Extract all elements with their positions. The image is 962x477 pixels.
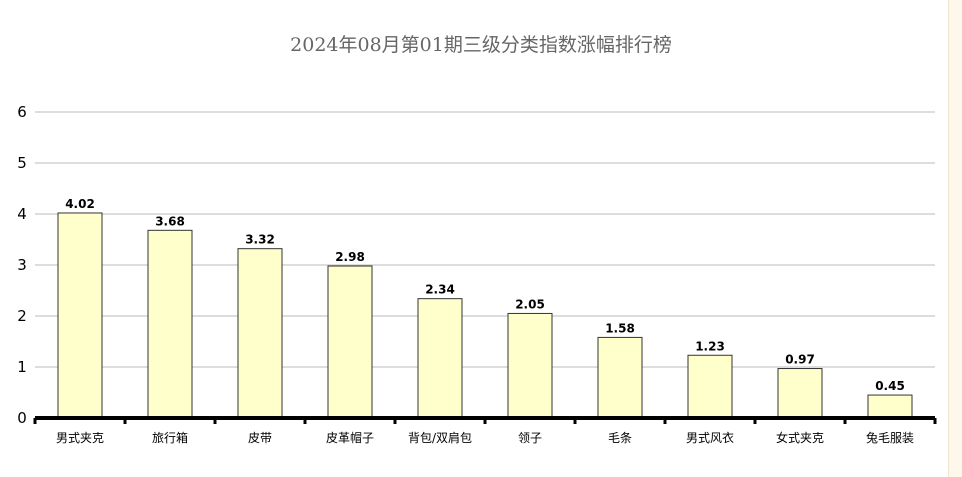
data-label: 4.02: [65, 197, 95, 211]
data-label: 2.98: [335, 250, 365, 264]
data-label: 1.58: [605, 321, 635, 335]
data-label: 2.34: [425, 283, 455, 297]
y-tick-label: 6: [17, 103, 27, 121]
bar: [597, 336, 643, 419]
x-tick-label: 男式夹克: [56, 431, 104, 445]
x-tick-label: 背包/双肩包: [408, 430, 472, 445]
x-tick-label: 男式风衣: [686, 430, 734, 445]
x-tick-label: 皮带: [248, 431, 272, 445]
right-edge-strip: [948, 0, 962, 477]
data-label: 3.68: [155, 214, 185, 228]
y-tick-label: 5: [17, 154, 27, 172]
y-tick-label: 0: [17, 409, 27, 427]
x-tick-label: 女式夹克: [776, 430, 824, 445]
data-label: 0.97: [785, 353, 815, 367]
chart-title: 2024年08月第01期三级分类指数涨幅排行榜: [290, 34, 672, 56]
bar: [777, 368, 823, 419]
y-tick-label: 1: [17, 358, 27, 376]
data-label: 3.32: [245, 233, 275, 247]
y-tick-label: 4: [17, 205, 27, 223]
x-tick-label: 兔毛服装: [866, 430, 914, 445]
bar: [57, 212, 103, 419]
bar: [417, 298, 463, 419]
x-tick-label: 旅行箱: [152, 430, 188, 445]
bar: [687, 354, 733, 419]
bar: [867, 394, 913, 419]
y-tick-label: 3: [17, 256, 27, 274]
data-label: 1.23: [695, 339, 725, 353]
x-tick-label: 毛条: [608, 431, 632, 445]
x-tick-label: 领子: [518, 431, 542, 445]
data-label: 2.05: [515, 297, 545, 311]
y-tick-label: 2: [17, 307, 27, 325]
bar: [147, 229, 193, 419]
data-label: 0.45: [875, 379, 905, 393]
bar: [507, 312, 553, 419]
bar: [327, 265, 373, 419]
x-tick-label: 皮革帽子: [326, 430, 374, 445]
bar: [237, 248, 283, 419]
